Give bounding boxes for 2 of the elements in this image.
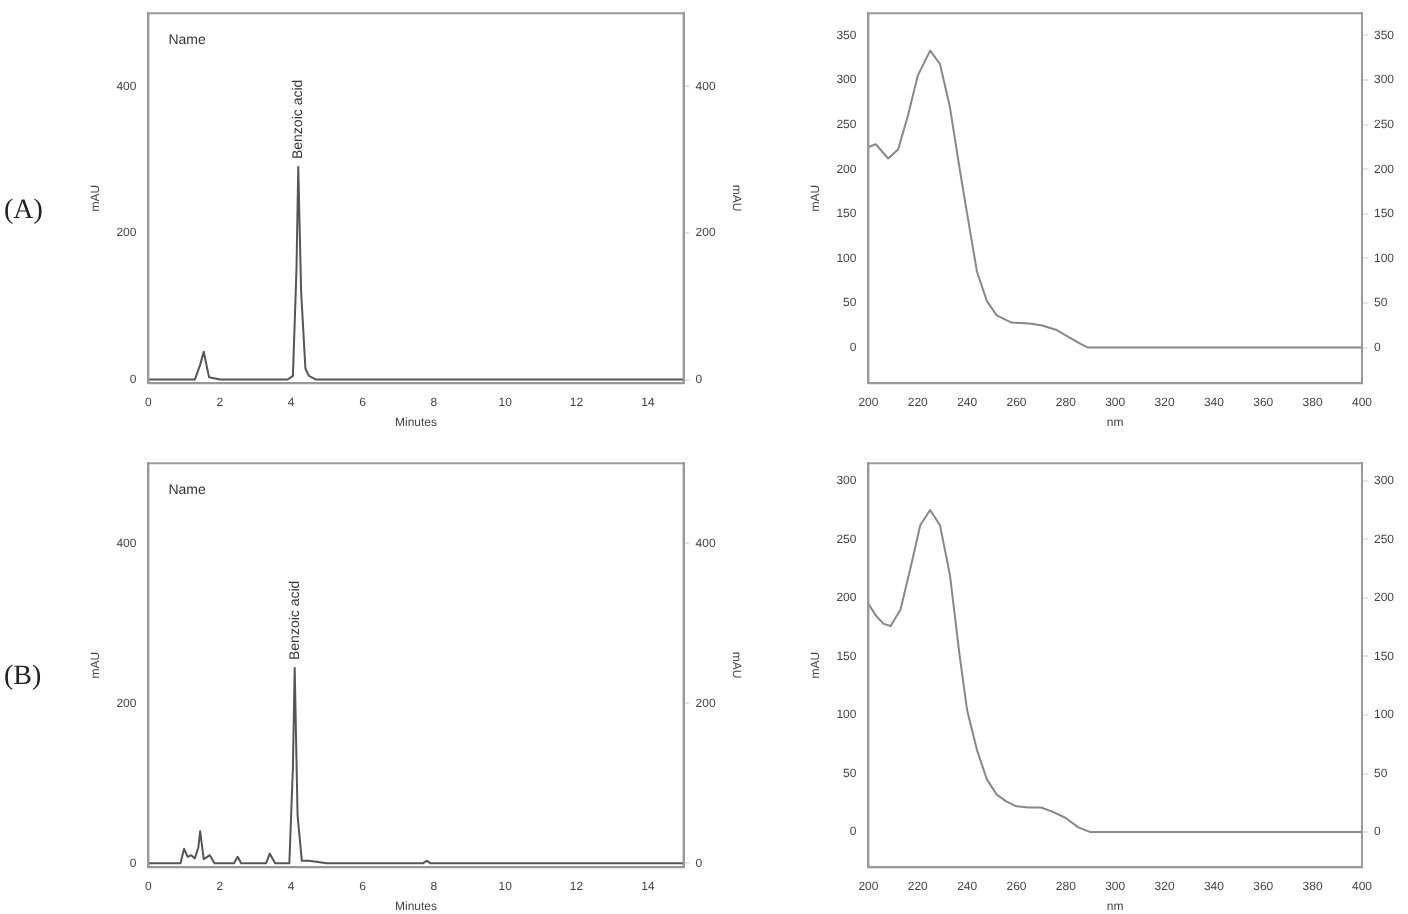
- text: (A): [4, 195, 43, 227]
- text: (B): [4, 662, 42, 694]
